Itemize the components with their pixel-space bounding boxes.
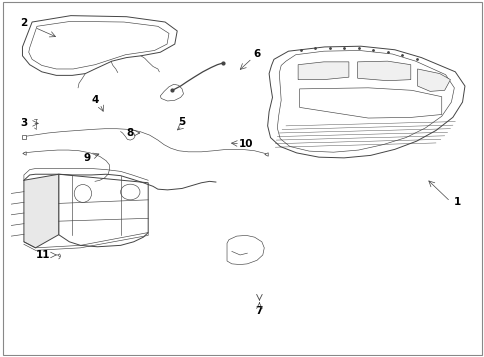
Text: 7: 7 — [255, 306, 263, 316]
Text: 9: 9 — [83, 153, 90, 163]
Text: 10: 10 — [239, 139, 253, 149]
Polygon shape — [227, 235, 264, 265]
Text: 4: 4 — [91, 95, 98, 105]
Polygon shape — [22, 16, 177, 75]
Text: 2: 2 — [20, 18, 28, 28]
Polygon shape — [160, 84, 183, 101]
Text: 6: 6 — [253, 49, 260, 59]
Polygon shape — [59, 174, 148, 247]
Polygon shape — [298, 62, 348, 80]
Text: 1: 1 — [453, 197, 460, 207]
Text: 11: 11 — [36, 250, 50, 260]
Text: 8: 8 — [126, 128, 134, 138]
Polygon shape — [357, 61, 410, 81]
Polygon shape — [417, 69, 450, 91]
Polygon shape — [267, 46, 464, 158]
Polygon shape — [24, 174, 59, 248]
Text: 5: 5 — [178, 117, 185, 127]
Text: 3: 3 — [20, 119, 28, 129]
